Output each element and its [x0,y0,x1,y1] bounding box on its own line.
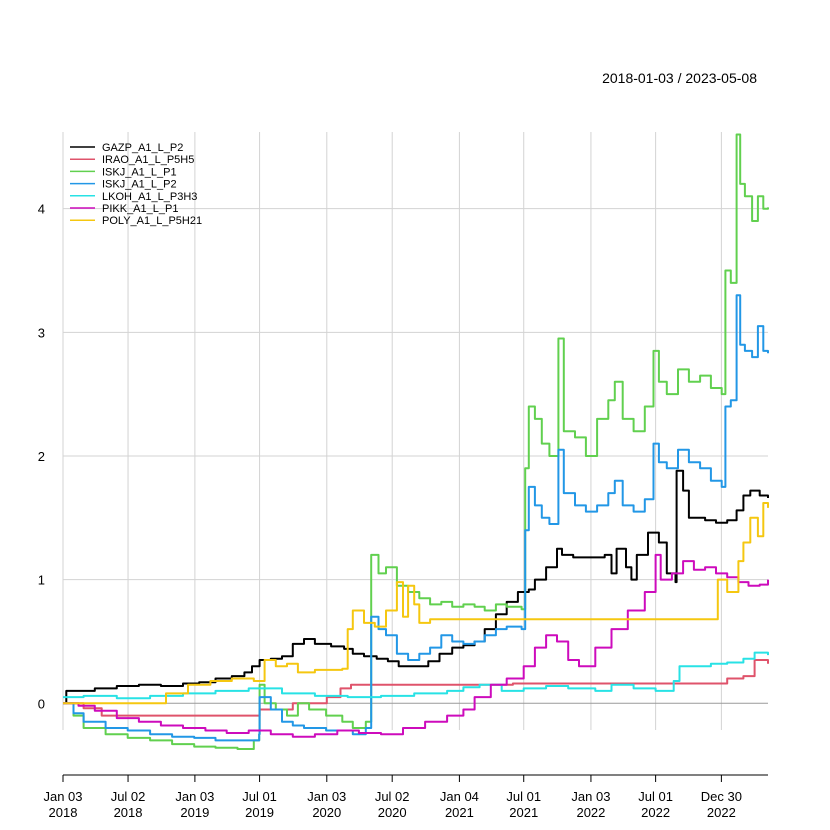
legend-label: LKOH_A1_L_P3H3 [102,191,197,203]
x-tick-label: Jul 01 [242,789,277,804]
series-line-pikk-a1-l-p1 [63,553,769,738]
series-line-iskj-a1-l-p2 [63,294,769,742]
x-tick-label: Jul 01 [506,789,541,804]
x-tick-label: Dec 30 [701,789,742,804]
x-tick-label-year: 2022 [576,805,605,820]
x-tick-label-year: 2018 [114,805,143,820]
chart-subtitle: 2018-01-03 / 2023-05-08 [602,70,757,86]
legend-label: POLY_A1_L_P5H21 [102,215,202,227]
legend-label: ISKJ_A1_L_P2 [102,179,177,191]
x-tick-label-year: 2020 [378,805,407,820]
legend-label: PIKK_A1_L_P1 [102,203,178,215]
y-tick-label: 3 [38,325,45,340]
x-tick-label: Jan 03 [43,789,82,804]
x-tick-label-year: 2022 [707,805,736,820]
x-tick-label: Jan 03 [571,789,610,804]
series-line-gazp-a1-l-p2 [63,469,769,705]
grid-lines [62,132,768,730]
x-tick-label-year: 2019 [245,805,274,820]
legend-label: IRAO_A1_L_P5H5 [102,154,194,166]
y-tick-label: 1 [38,573,45,588]
legend-label: ISKJ_A1_L_P1 [102,166,177,178]
x-tick-label-year: 2020 [312,805,341,820]
y-tick-label: 4 [38,202,45,217]
x-tick-label: Jan 03 [307,789,346,804]
legend: GAZP_A1_L_P2IRAO_A1_L_P5H5ISKJ_A1_L_P1IS… [70,142,202,227]
x-tick-label: Jan 03 [175,789,214,804]
x-tick-label: Jul 02 [111,789,146,804]
x-tick-label-year: 2021 [509,805,538,820]
x-tick-label-year: 2019 [180,805,209,820]
x-tick-label-year: 2021 [445,805,474,820]
legend-label: GAZP_A1_L_P2 [102,142,183,154]
series-line-poly-a1-l-p5h21 [63,502,769,705]
x-tick-label: Jul 02 [375,789,410,804]
x-tick-label: Jul 01 [638,789,673,804]
series-lines [63,133,769,750]
x-tick-label: Jan 04 [440,789,479,804]
y-tick-label: 0 [38,696,45,711]
series-line-irao-a1-l-p5h5 [63,659,769,717]
y-tick-label: 2 [38,449,45,464]
x-tick-label-year: 2022 [641,805,670,820]
x-tick-label-year: 2018 [49,805,78,820]
